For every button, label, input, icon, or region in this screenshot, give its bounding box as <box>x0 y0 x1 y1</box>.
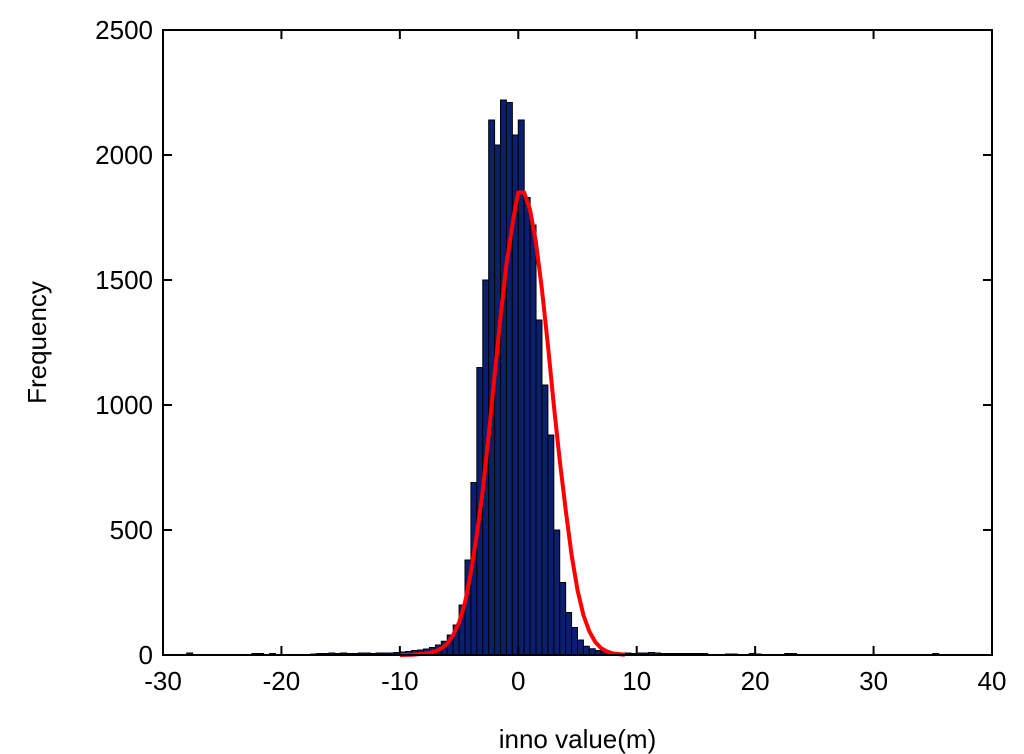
histogram-bar <box>535 319 543 656</box>
x-tick-label: 0 <box>511 666 525 696</box>
x-tick-label: 40 <box>978 666 1007 696</box>
x-tick-labels: -30 -20 -10 0 10 20 30 40 <box>144 666 1006 696</box>
histogram-bar <box>565 612 573 656</box>
normal-fit-curve <box>399 190 626 657</box>
histogram-bars <box>186 99 940 656</box>
plot-frame <box>162 29 993 656</box>
histogram-bar <box>517 119 525 656</box>
histogram-bar <box>541 384 549 656</box>
histogram-bar <box>559 582 567 656</box>
x-tick-label: -20 <box>263 666 301 696</box>
y-tick-label: 1500 <box>95 265 153 295</box>
histogram-bar <box>523 197 531 656</box>
histogram-bar <box>582 645 590 656</box>
x-tick-label: 10 <box>622 666 651 696</box>
histogram-bar <box>571 627 578 656</box>
y-tick-label: 500 <box>110 515 153 545</box>
y-tick-label: 2500 <box>95 15 153 45</box>
histogram-bar <box>547 434 555 656</box>
y-tick-labels: 0 500 1000 1500 2000 2500 <box>95 15 153 670</box>
histogram-bar <box>577 639 584 656</box>
x-tick-label: 30 <box>859 666 888 696</box>
x-tick-label: 20 <box>741 666 770 696</box>
y-tick-label: 1000 <box>95 390 153 420</box>
histogram-bar <box>529 224 537 656</box>
axis-ticks <box>162 29 993 656</box>
x-tick-label: -10 <box>381 666 419 696</box>
x-axis-label: inno value(m) <box>499 724 657 754</box>
histogram-bar <box>505 102 513 656</box>
histogram-bar <box>553 529 561 656</box>
histogram-bar <box>500 99 507 656</box>
y-tick-label: 2000 <box>95 140 153 170</box>
y-axis-label: Frequency <box>22 281 52 404</box>
histogram-bar <box>494 144 502 656</box>
fit-curve-line <box>399 190 626 657</box>
y-tick-label: 0 <box>139 640 153 670</box>
x-tick-label: -30 <box>144 666 182 696</box>
